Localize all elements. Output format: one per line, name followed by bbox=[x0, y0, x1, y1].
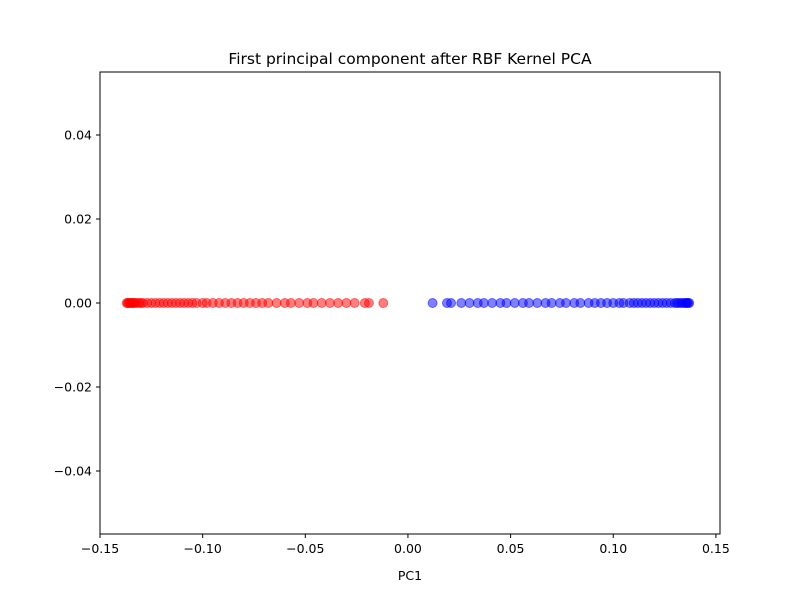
x-axis-ticks: −0.15 −0.10 −0.05 0.00 0.05 0.10 0.15 bbox=[81, 534, 730, 556]
data-point-series-1-0 bbox=[427, 298, 438, 308]
data-point-series-1-4 bbox=[464, 298, 475, 308]
data-point-series-1-6 bbox=[478, 298, 489, 308]
x-tick-label: −0.15 bbox=[81, 541, 119, 556]
x-tick-label: 0.05 bbox=[497, 541, 525, 556]
x-tick-label: 0.15 bbox=[702, 541, 730, 556]
data-point-series-1-47 bbox=[684, 298, 695, 308]
data-point-series-0-38 bbox=[271, 298, 282, 308]
data-point-series-1-7 bbox=[487, 298, 498, 308]
data-points bbox=[121, 298, 695, 308]
data-point-series-1-10 bbox=[509, 298, 520, 308]
data-point-series-0-37 bbox=[263, 298, 274, 308]
x-tick-label: 0.10 bbox=[599, 541, 627, 556]
x-tick-label: −0.05 bbox=[286, 541, 324, 556]
data-point-series-0-45 bbox=[324, 298, 335, 308]
y-tick-label: 0.00 bbox=[64, 296, 92, 311]
data-point-series-0-48 bbox=[349, 298, 360, 308]
y-tick-label: −0.04 bbox=[54, 464, 92, 479]
data-point-series-1-17 bbox=[561, 298, 572, 308]
data-point-series-1-3 bbox=[456, 298, 467, 308]
y-tick-label: 0.02 bbox=[64, 212, 92, 227]
data-point-series-0-40 bbox=[285, 298, 296, 308]
y-tick-label: 0.04 bbox=[64, 128, 92, 143]
x-tick-label: 0.00 bbox=[394, 541, 422, 556]
data-point-series-1-9 bbox=[501, 298, 512, 308]
x-tick-label: −0.10 bbox=[183, 541, 221, 556]
data-point-series-1-15 bbox=[546, 298, 557, 308]
data-point-series-0-47 bbox=[341, 298, 352, 308]
x-axis-label: PC1 bbox=[398, 568, 422, 583]
data-point-series-0-43 bbox=[308, 298, 319, 308]
data-point-series-0-46 bbox=[333, 298, 344, 308]
chart-title: First principal component after RBF Kern… bbox=[228, 50, 592, 68]
data-point-series-1-12 bbox=[524, 298, 535, 308]
y-axis-ticks: −0.04 −0.02 0.00 0.02 0.04 bbox=[54, 128, 100, 479]
data-point-series-0-51 bbox=[378, 298, 389, 308]
data-point-series-1-19 bbox=[575, 298, 586, 308]
data-point-series-1-13 bbox=[532, 298, 543, 308]
data-point-series-0-50 bbox=[363, 298, 374, 308]
data-point-series-0-44 bbox=[316, 298, 327, 308]
data-point-series-0-41 bbox=[294, 298, 305, 308]
data-point-series-1-2 bbox=[446, 298, 457, 308]
y-tick-label: −0.02 bbox=[54, 380, 92, 395]
